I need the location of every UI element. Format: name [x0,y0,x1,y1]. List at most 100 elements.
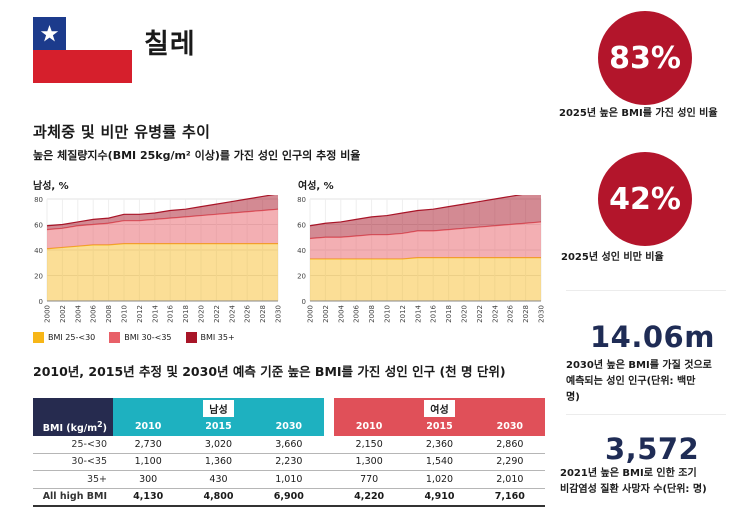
x-tick-label: 2022 [476,305,484,323]
y-tick-label: 80 [34,196,43,204]
table-total-row: All high BMI 4,130 4,800 6,900 4,220 4,9… [33,488,545,507]
year-header: 2010 [113,418,184,436]
legend-label: BMI 30-<35 [124,333,172,342]
female-group-header: 여성 [333,398,545,418]
group-gap [323,435,334,454]
x-tick-label: 2006 [90,304,98,322]
table-cell: 7,160 [474,488,545,507]
row-label: All high BMI [33,488,113,507]
bmi-population-table: 남성 여성 BMI (kg/m2) 2010 2015 2030 2010 20… [33,398,545,507]
table-title: 2010년, 2015년 추정 및 2030년 예측 기준 높은 BMI를 가진… [33,364,506,379]
x-tick-label: 2004 [74,304,82,322]
table-cell: 1,100 [113,453,184,471]
year-header: 2015 [404,418,475,436]
x-tick-label: 2004 [337,304,345,322]
row-label: 25-<30 [33,435,113,454]
series-line [309,195,523,227]
flag-star-icon [40,25,59,42]
table-row: 35+ 300 430 1,010 770 1,020 2,010 [33,470,545,489]
projected-population: 14.06m [590,320,715,354]
table-cell: 4,130 [113,488,184,507]
group-gap [323,453,334,471]
x-tick-label: 2010 [121,305,129,323]
female-group-label: 여성 [424,399,455,417]
deaths-caption: 2021년 높은 BMI로 인한 조기 비감염성 질환 사망자 수(단위: 명) [560,466,707,498]
section-subtitle: 높은 체질량지수(BMI 25kg/m² 이상)를 가진 성인 인구의 추정 비… [33,149,361,162]
x-tick-label: 2028 [522,305,530,323]
y-tick-label: 80 [297,196,306,204]
chart-female: 0 20 40 60 80 2000 2002 2004 2006 2008 2010 2012 201… [297,195,546,323]
area-bmi-30-35 [310,221,541,259]
table-cell: 1,300 [333,453,405,471]
x-tick-label: 2016 [167,304,175,322]
year-header: 2030 [253,418,324,436]
table-cell: 1,540 [404,453,475,471]
x-tick-label: 2028 [259,305,267,323]
area-bmi-25-30 [47,243,278,301]
group-gap [323,398,334,418]
table-row: 30-<35 1,100 1,360 2,230 1,300 1,540 2,2… [33,453,545,471]
x-tick-label: 2020 [461,305,469,323]
series-line [46,208,279,231]
caption-line: 명) [566,392,580,403]
x-tick-label: 2010 [384,305,392,323]
x-tick-label: 2018 [182,305,190,323]
table-cell: 1,010 [253,470,324,489]
chart-legend: BMI 25-<30 BMI 30-<35 BMI 35+ [33,332,235,343]
x-tick-label: 2000 [44,305,52,323]
x-tick-label: 2022 [213,305,221,323]
series-line [46,195,276,227]
table-cell: 4,220 [333,488,405,507]
y-tick-label: 40 [34,247,43,255]
y-tick-label: 0 [39,298,43,306]
divider [566,290,726,291]
caption-line: 비감염성 질환 사망자 수(단위: 명) [560,484,707,495]
x-tick-label: 2024 [491,304,499,322]
caption-line: 2021년 높은 BMI로 인한 조기 [560,468,697,479]
y-tick-label: 0 [302,298,306,306]
year-header: 2010 [333,418,405,436]
x-tick-label: 2012 [136,305,144,323]
country-title: 칠레 [144,29,196,60]
table-cell: 2,360 [404,435,475,454]
table-cell: 2,010 [474,470,545,489]
y-tick-label: 20 [34,273,43,281]
group-gap [323,418,334,436]
row-label: 30-<35 [33,453,113,471]
male-group-header: 남성 [113,398,324,418]
table-cell: 430 [183,470,254,489]
y-tick-label: 60 [297,222,306,230]
table-cell: 2,290 [474,453,545,471]
table-row: 25-<30 2,730 3,020 3,660 2,150 2,360 2,8… [33,435,545,454]
section-title: 과체중 및 비만 유병률 추이 [33,123,211,141]
legend-item: BMI 25-<30 [33,332,95,343]
table-cell: 300 [113,470,184,489]
high-bmi-caption: 2025년 높은 BMI를 가진 성인 비율 [559,108,718,119]
table-cell: 6,900 [253,488,324,507]
x-tick-label: 2018 [445,305,453,323]
legend-swatch [33,332,44,343]
obesity-caption: 2025년 성인 비만 비율 [561,252,664,263]
obesity-pct-circle: 42% [598,152,692,246]
legend-item: BMI 30-<35 [109,332,172,343]
legend-label: BMI 35+ [200,333,235,342]
x-tick-label: 2008 [368,305,376,323]
table-cell: 2,860 [474,435,545,454]
chart-male: 0 20 40 60 80 2000 2002 2004 2006 2008 2010 2012 201… [34,195,283,323]
x-tick-label: 2014 [151,304,159,322]
table-cell: 770 [333,470,405,489]
deaths-count: 3,572 [605,432,700,466]
table-cell: 1,020 [404,470,475,489]
table-cell: 2,230 [253,453,324,471]
legend-swatch [185,332,197,343]
table-cell: 1,360 [183,453,254,471]
x-tick-label: 2016 [430,304,438,322]
y-tick-label: 40 [297,247,306,255]
x-tick-label: 2006 [353,304,361,322]
divider [566,414,726,415]
x-tick-label: 2008 [105,305,113,323]
x-tick-label: 2026 [507,304,515,322]
area-bmi-35- [310,195,541,239]
caption-line: 예측되는 성인 인구(단위: 백만 [566,376,696,387]
x-tick-label: 2000 [307,305,315,323]
